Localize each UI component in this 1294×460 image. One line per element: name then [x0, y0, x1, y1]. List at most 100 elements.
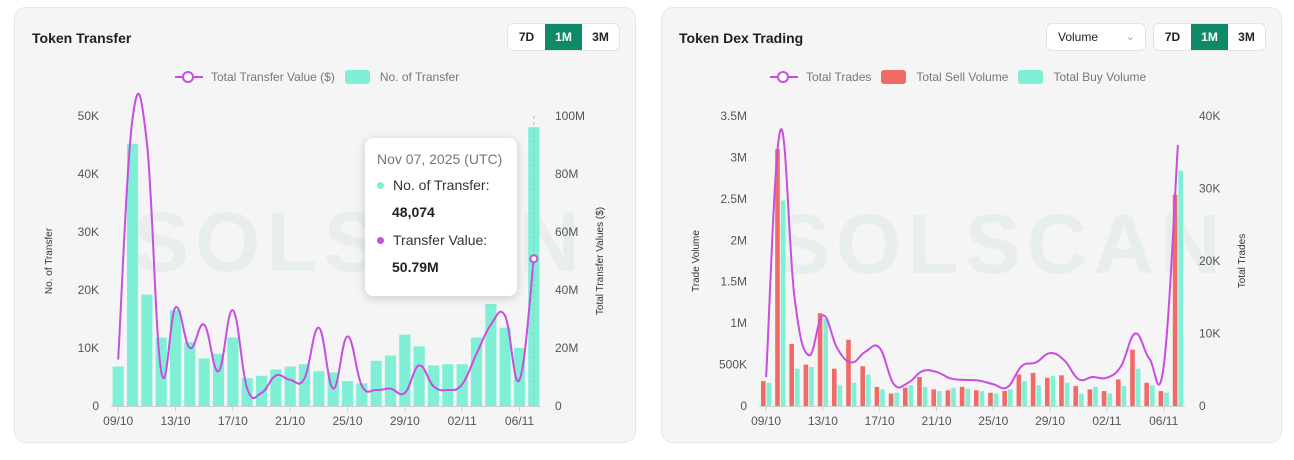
bar-total-buy-volume — [922, 386, 928, 406]
bar-total-sell-volume — [1158, 391, 1164, 406]
line-total-trades — [765, 128, 1179, 390]
bar-no-of-transfer — [184, 342, 196, 406]
dex-period-1m[interactable]: 1M — [1191, 24, 1228, 50]
bar-total-sell-volume — [803, 364, 809, 406]
bar-no-of-transfer — [499, 327, 511, 406]
transfer-period-1m[interactable]: 1M — [545, 24, 582, 50]
tooltip-value-dot — [377, 236, 384, 244]
legend-no-of-transfer[interactable]: No. of Transfer — [344, 70, 459, 84]
legend-transfer-value-label: Total Transfer Value ($) — [211, 70, 335, 84]
bar-total-sell-volume — [775, 149, 780, 406]
bar-no-of-transfer — [413, 346, 425, 406]
legend-total-trades-label: Total Trades — [806, 70, 872, 84]
right-axis-label: Total Transfer Values ($) — [595, 207, 606, 315]
left-tick-label: 30K — [78, 225, 99, 239]
bar-no-of-transfer — [399, 334, 411, 406]
legend-transfer-value[interactable]: Total Transfer Value ($) — [175, 70, 335, 84]
bar-total-buy-volume — [837, 385, 843, 406]
bar-total-sell-volume — [917, 377, 922, 406]
bar-total-buy-volume — [951, 387, 956, 406]
left-tick-label: 20K — [78, 283, 99, 297]
bar-total-sell-volume — [902, 387, 908, 406]
bar-total-buy-volume — [795, 368, 800, 406]
transfer-period-selector: 7D 1M 3M — [507, 23, 620, 51]
x-tick-label: 29/10 — [390, 414, 420, 428]
left-tick-label: 500K — [719, 358, 747, 372]
bar-no-of-transfer — [212, 353, 225, 406]
bar-no-of-transfer — [384, 355, 397, 406]
dex-metric-select[interactable]: Volume ⌄ — [1046, 23, 1146, 51]
transfer-legend: Total Transfer Value ($) No. of Transfer — [175, 70, 469, 84]
token-dex-trading-card: Token Dex Trading Volume ⌄ 7D 1M 3M Tota… — [661, 7, 1282, 443]
tooltip-value-row: Transfer Value: — [377, 232, 505, 248]
transfer-period-7d[interactable]: 7D — [518, 30, 535, 44]
bar-total-buy-volume — [809, 367, 814, 406]
right-tick-label: 10K — [1199, 327, 1220, 341]
right-tick-label: 20K — [1199, 254, 1220, 268]
bar-no-of-transfer — [112, 366, 124, 406]
right-tick-label: 40K — [1199, 109, 1220, 123]
left-tick-label: 3.5M — [720, 109, 747, 123]
bar-total-buy-volume — [1150, 385, 1155, 406]
bar-total-buy-volume — [1093, 386, 1098, 406]
right-tick-label: 0 — [555, 399, 562, 413]
bar-no-of-transfer — [470, 337, 483, 406]
chart-tooltip: Nov 07, 2025 (UTC) No. of Transfer: 48,0… — [365, 138, 517, 296]
tooltip-count-value: 48,074 — [392, 204, 435, 220]
left-axis-label: No. of Transfer — [44, 227, 55, 294]
right-tick-label: 0 — [1199, 399, 1206, 413]
x-tick-label: 13/10 — [808, 414, 838, 428]
x-tick-label: 25/10 — [332, 414, 362, 428]
dex-period-7d[interactable]: 7D — [1164, 30, 1181, 44]
token-transfer-title: Token Transfer — [32, 30, 132, 46]
legend-total-sell-volume[interactable]: Total Sell Volume — [881, 70, 1008, 84]
bar-no-of-transfer — [313, 371, 325, 406]
bar-total-buy-volume — [1164, 392, 1169, 406]
legend-total-buy-volume[interactable]: Total Buy Volume — [1018, 70, 1146, 84]
bar-total-buy-volume — [1079, 393, 1084, 406]
bar-total-sell-volume — [1044, 377, 1050, 406]
tooltip-count-label: No. of Transfer: — [393, 177, 490, 193]
bar-total-sell-volume — [860, 366, 865, 406]
dex-chart[interactable]: Trade Volume Total Trades 0 500K 1M 1.5M 2M 2.5… — [662, 8, 1283, 444]
bar-total-sell-volume — [1073, 386, 1078, 406]
bar-no-of-transfer — [284, 366, 296, 406]
x-tick-label: 02/11 — [448, 414, 477, 428]
bar-total-buy-volume — [1008, 389, 1013, 406]
tooltip-value-value: 50.79M — [392, 259, 439, 275]
x-tick-label: 25/10 — [978, 414, 1008, 428]
left-tick-label: 3M — [730, 150, 747, 164]
token-dex-trading-title: Token Dex Trading — [679, 30, 804, 46]
token-transfer-card: Token Transfer 7D 1M 3M Total Transfer V… — [14, 7, 636, 443]
bar-total-sell-volume — [1087, 389, 1093, 406]
bar-no-of-transfer — [198, 358, 210, 406]
bar-total-sell-volume — [1172, 194, 1178, 406]
right-tick-label: 100M — [555, 109, 585, 123]
left-tick-label: 2.5M — [720, 192, 747, 206]
legend-total-trades[interactable]: Total Trades — [770, 70, 871, 84]
left-tick-label: 2M — [730, 233, 747, 247]
dex-period-3m[interactable]: 3M — [1238, 30, 1255, 44]
left-axis-label: Trade Volume — [691, 230, 702, 292]
transfer-chart[interactable]: No. of Transfer Total Transfer Values ($)… — [15, 8, 637, 444]
bar-no-of-transfer — [270, 369, 282, 406]
bar-total-sell-volume — [831, 368, 837, 406]
chevron-down-icon: ⌄ — [1125, 31, 1135, 43]
bar-total-sell-volume — [931, 389, 936, 406]
tooltip-date: Nov 07, 2025 (UTC) — [377, 151, 503, 167]
x-tick-label: 29/10 — [1035, 414, 1065, 428]
right-tick-label: 30K — [1199, 182, 1220, 196]
tooltip-count-row: No. of Transfer: — [377, 177, 505, 193]
bar-no-of-transfer — [126, 143, 139, 406]
transfer-period-3m[interactable]: 3M — [592, 30, 609, 44]
bar-total-sell-volume — [959, 386, 965, 406]
bar-total-sell-volume — [760, 381, 766, 406]
bar-total-buy-volume — [908, 385, 914, 406]
right-axis-label: Total Trades — [1237, 234, 1248, 288]
right-tick-label: 80M — [555, 167, 578, 181]
right-tick-label: 60M — [555, 225, 578, 239]
bar-total-buy-volume — [866, 374, 871, 406]
bar-no-of-transfer — [255, 375, 268, 406]
left-tick-label: 0 — [92, 399, 99, 413]
bar-no-of-transfer — [169, 310, 182, 406]
